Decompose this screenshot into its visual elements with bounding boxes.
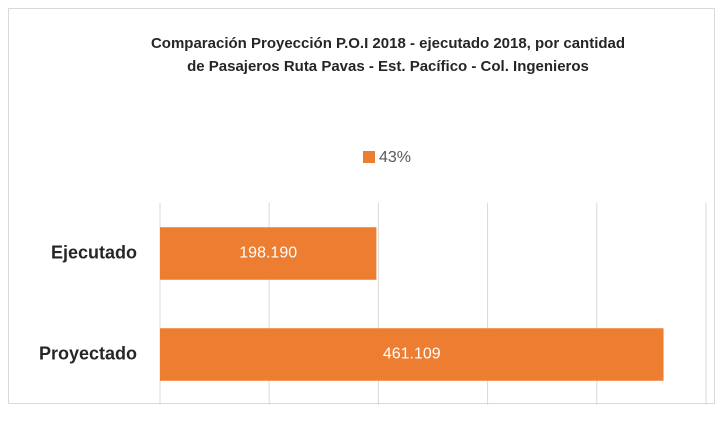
bar xyxy=(160,328,664,381)
legend-label: 43% xyxy=(379,149,411,166)
data-label: 461.109 xyxy=(383,346,441,363)
bar xyxy=(160,227,377,280)
marks: 198.190 461.109 xyxy=(160,227,664,381)
data-label: 198.190 xyxy=(239,245,297,262)
legend-swatch xyxy=(363,151,375,163)
chart-title: Comparación Proyección P.O.I 2018 - ejec… xyxy=(150,35,626,75)
y-tick-label: Proyectado xyxy=(39,343,137,363)
y-tick-label: Ejecutado xyxy=(51,242,137,262)
